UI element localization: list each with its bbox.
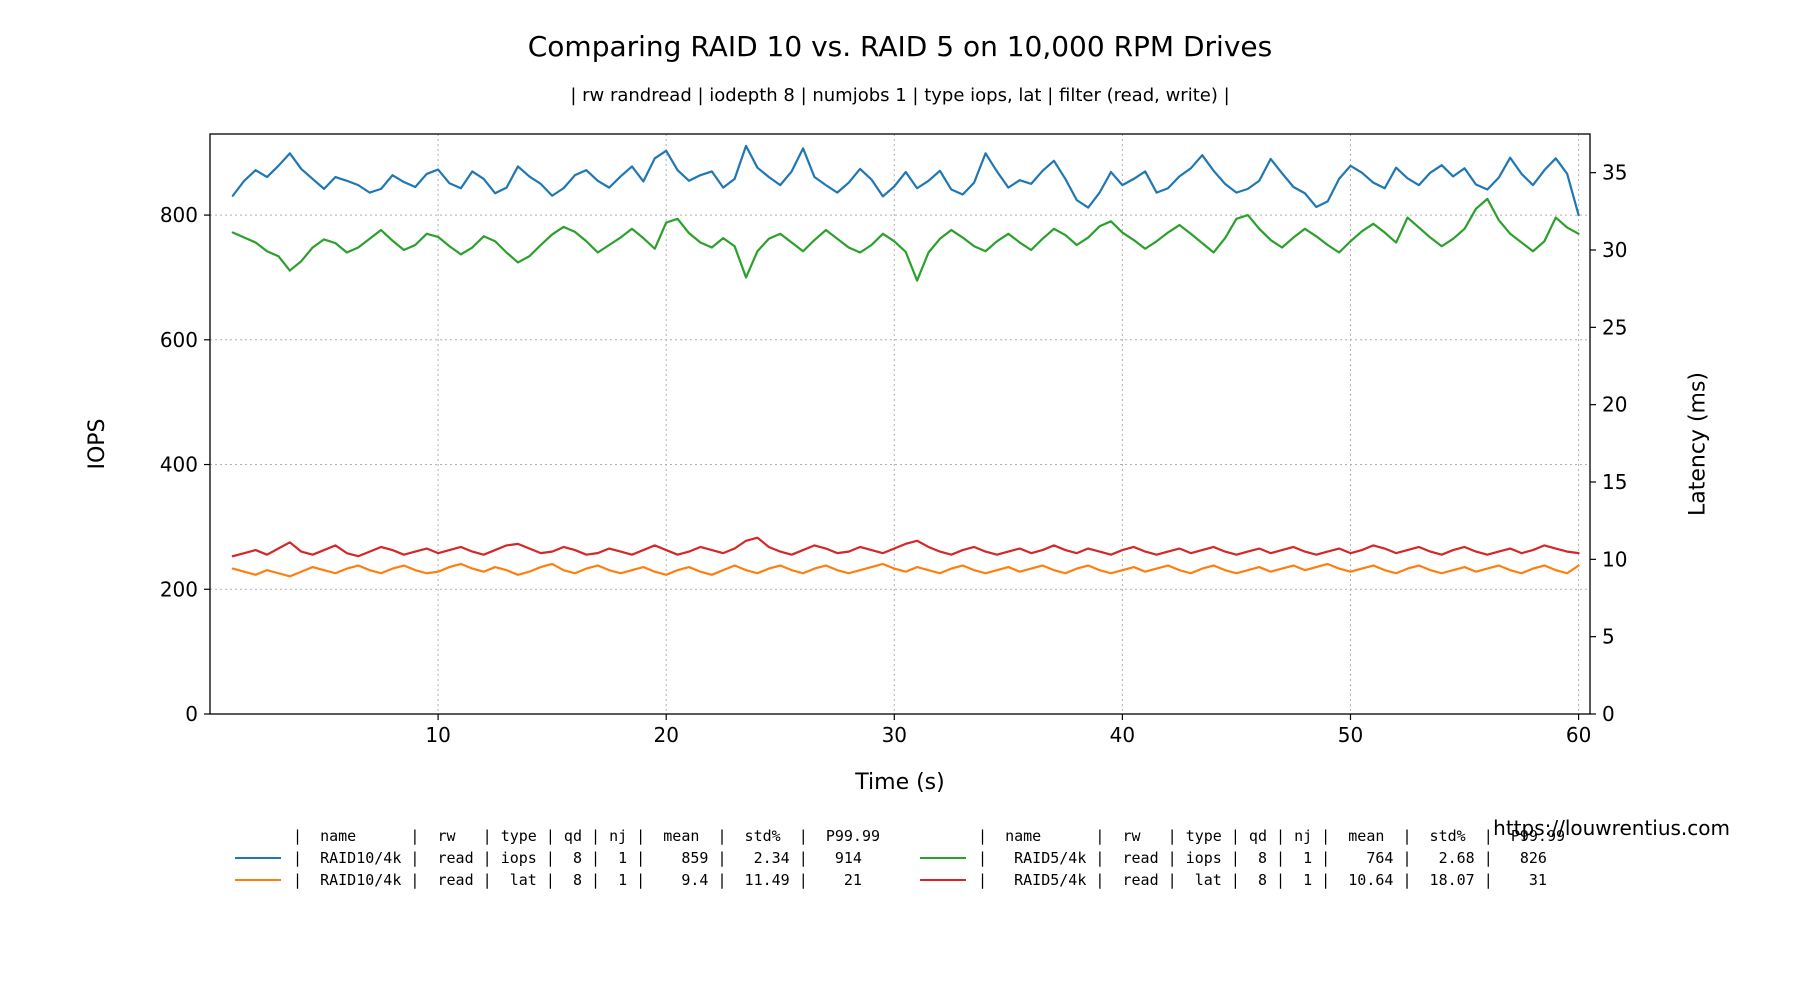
x-tick-label: 40 <box>1110 723 1135 747</box>
y-axis-right-label: Latency (ms) <box>1685 372 1710 516</box>
y-right-tick-label: 30 <box>1602 238 1627 262</box>
y-right-tick-label: 5 <box>1602 625 1615 649</box>
y-right-tick-label: 15 <box>1602 470 1627 494</box>
legend-row-text: | RAID5/4k | read | iops | 8 | 1 | 764 |… <box>978 849 1547 867</box>
y-axis-left-label: IOPS <box>85 418 110 469</box>
chart-subtitle: | rw randread | iodepth 8 | numjobs 1 | … <box>60 85 1740 106</box>
y-right-tick-label: 10 <box>1602 547 1627 571</box>
legend-row-text: | RAID5/4k | read | lat | 8 | 1 | 10.64 … <box>978 871 1547 889</box>
legend-row-text: | RAID10/4k | read | lat | 8 | 1 | 9.4 |… <box>293 871 862 889</box>
legend-left-column: | name | rw | type | qd | nj | mean | st… <box>235 825 880 891</box>
y-left-tick-label: 600 <box>160 328 198 352</box>
legend-row: | RAID10/4k | read | iops | 8 | 1 | 859 … <box>235 847 880 869</box>
legend-right-column: | name | rw | type | qd | nj | mean | st… <box>920 825 1565 891</box>
x-axis-label: Time (s) <box>60 770 1740 795</box>
x-tick-label: 60 <box>1566 723 1591 747</box>
legend-color-swatch <box>920 879 966 881</box>
legend-row: | RAID10/4k | read | lat | 8 | 1 | 9.4 |… <box>235 869 880 891</box>
legend-color-swatch <box>920 857 966 859</box>
y-right-tick-label: 35 <box>1602 161 1627 185</box>
series-raid5_lat <box>233 538 1579 557</box>
legend-header-text: | name | rw | type | qd | nj | mean | st… <box>293 827 880 845</box>
plot-area: IOPS Latency (ms) 0200400600800051015202… <box>120 124 1680 764</box>
y-right-tick-label: 20 <box>1602 393 1627 417</box>
line-chart: 0 200 400 600 800 0 5 10 15 20 25 30 35 10 20 30 40 50 60 <box>120 124 1680 764</box>
legend-table: | name | rw | type | qd | nj | mean | st… <box>60 825 1740 891</box>
series-raid10_iops <box>233 146 1579 215</box>
legend-color-swatch <box>235 879 281 881</box>
y-left-tick-label: 200 <box>160 577 198 601</box>
legend-header-text: | name | rw | type | qd | nj | mean | st… <box>978 827 1565 845</box>
series-raid10_lat <box>233 564 1579 576</box>
legend-row-text: | RAID10/4k | read | iops | 8 | 1 | 859 … <box>293 849 862 867</box>
legend-row: | RAID5/4k | read | lat | 8 | 1 | 10.64 … <box>920 869 1565 891</box>
y-left-tick-label: 0 <box>185 702 198 726</box>
x-tick-label: 20 <box>653 723 678 747</box>
y-left-tick-label: 800 <box>160 203 198 227</box>
y-left-tick-label: 400 <box>160 453 198 477</box>
y-right-tick-label: 0 <box>1602 702 1615 726</box>
y-right-tick-label: 25 <box>1602 315 1627 339</box>
legend-row: | RAID5/4k | read | iops | 8 | 1 | 764 |… <box>920 847 1565 869</box>
legend-header: | name | rw | type | qd | nj | mean | st… <box>235 825 880 847</box>
source-url: https://louwrentius.com <box>1493 816 1730 840</box>
legend-header: | name | rw | type | qd | nj | mean | st… <box>920 825 1565 847</box>
x-tick-label: 50 <box>1338 723 1363 747</box>
x-tick-label: 10 <box>425 723 450 747</box>
series-raid5_iops <box>233 199 1579 281</box>
chart-title: Comparing RAID 10 vs. RAID 5 on 10,000 R… <box>60 30 1740 63</box>
x-tick-label: 30 <box>882 723 907 747</box>
legend-color-swatch <box>235 857 281 859</box>
